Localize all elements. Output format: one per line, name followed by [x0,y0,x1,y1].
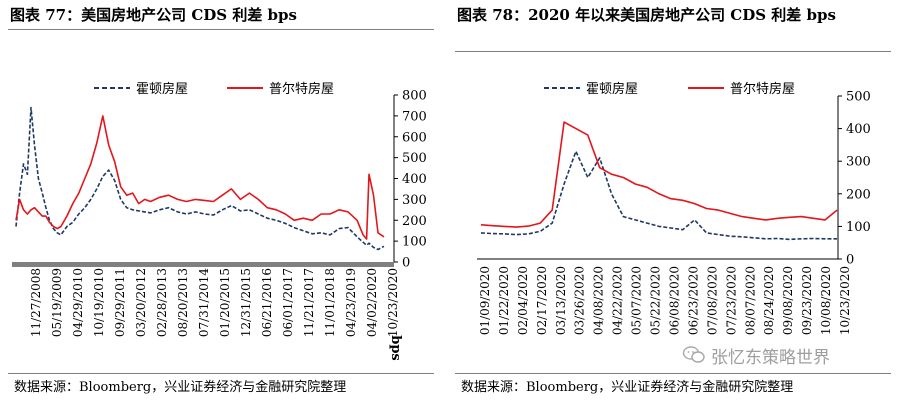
x-tick-label: 06/01/2017 [281,268,295,337]
right-source-rule [455,373,891,374]
legend-label-1: 霍顿房屋 [136,81,188,97]
left-source-rule [8,373,434,374]
y-tick-label: 200 [846,187,871,202]
right-figure-title: 图表 78：2020 年以来美国房地产公司 CDS 利差 bps [457,6,836,24]
y-tick-label: 100 [846,220,871,235]
series-line-1 [480,150,837,241]
x-tick-label: 07/23/2020 [724,266,738,335]
x-tick-label: 04/02/2020 [365,268,379,337]
x-tick-label: 04/29/2010 [71,268,85,337]
left-figure-title: 图表 77：美国房地产公司 CDS 利差 bps [10,6,297,24]
x-tick-label: 09/29/2011 [113,268,127,337]
left-cds-chart: 0 100 200 300 400 500 600 700 800 11/27/2008 05/19… [12,81,427,361]
x-tick-label: 06/23/2020 [686,266,700,335]
x-tick-label: 04/23/2019 [344,268,358,337]
x-tick-label: 06/21/2016 [260,268,274,337]
x-tick-label: 07/08/2020 [705,266,719,335]
legend-label-2: 普尔特房屋 [269,81,334,97]
right-cds-chart: 0 100 200 300 400 500 01/09/2020 01/22/2020 02/0… [477,81,871,335]
x-tick-label: 10/23/2020 [386,268,400,337]
y-axis-label: bps [388,335,403,361]
legend-label-2: 普尔特房屋 [730,81,795,97]
x-tick-label: 11/01/2018 [323,268,337,337]
x-axis-bar [12,262,394,267]
x-tick-label: 02/28/2013 [155,268,169,337]
x-tick-label: 12/31/2015 [239,268,253,337]
x-tick-label: 03/26/2020 [573,266,587,335]
x-tick-label: 11/21/2017 [302,268,316,337]
y-tick-label: 300 [846,155,871,170]
y-tick-label: 400 [846,122,871,137]
y-tick-label: 700 [402,109,427,124]
series-line-2 [480,121,838,228]
y-tick-label: 100 [402,235,427,250]
x-tick-label: 01/22/2020 [497,266,511,335]
x-tick-label: 11/27/2008 [29,268,43,337]
x-tick-label: 08/24/2020 [762,266,776,335]
x-tick-label: 02/04/2020 [516,266,530,335]
watermark-text: 张忆东策略世界 [711,347,830,368]
x-tick-label: 01/20/2015 [218,268,232,337]
right-title-rule [455,51,891,52]
x-tick-label: 09/08/2020 [781,266,795,335]
x-tick-label: 03/20/2012 [134,268,148,337]
left-figure-panel: 图表 77：美国房地产公司 CDS 利差 bps 0 100 200 300 400 50… [0,0,440,400]
x-tick-label: 04/08/2020 [592,266,606,335]
y-tick-label: 300 [402,193,427,208]
x-tick-label: 08/20/2013 [176,268,190,337]
x-tick-label: 10/19/2010 [92,268,106,337]
left-title-rule [8,29,434,30]
x-tick-label: 10/08/2020 [819,266,833,335]
right-figure-panel: 图表 78：2020 年以来美国房地产公司 CDS 利差 bps 0 100 200… [447,0,897,400]
x-tick-label: 09/23/2020 [800,266,814,335]
x-tick-label: 10/23/2020 [838,266,852,335]
x-tick-label: 04/22/2020 [611,266,625,335]
y-tick-label: 500 [402,151,427,166]
x-tick-label: 05/22/2020 [649,266,663,335]
x-tick-label: 05/07/2020 [630,266,644,335]
x-tick-label: 06/08/2020 [667,266,681,335]
x-tick-label: 05/19/2009 [50,268,64,337]
legend-label-1: 霍顿房屋 [586,81,638,97]
y-tick-label: 0 [402,256,410,271]
x-tick-label: 08/07/2020 [743,266,757,335]
watermark: 张忆东策略世界 [682,344,830,368]
y-tick-label: 0 [846,253,854,268]
y-tick-label: 800 [402,89,427,104]
left-source-note: 数据来源：Bloomberg，兴业证券经济与金融研究院整理 [14,380,347,395]
x-tick-label: 02/17/2020 [535,266,549,335]
x-tick-label: 03/13/2020 [554,266,568,335]
y-tick-label: 400 [402,172,427,187]
wechat-icon [682,346,705,363]
y-tick-label: 600 [402,130,427,145]
series-line-1 [15,106,385,251]
x-tick-label: 01/09/2020 [478,266,492,335]
series-line-2 [15,115,385,240]
x-tick-label: 07/31/2014 [197,268,211,338]
y-tick-label: 200 [402,214,427,229]
right-source-note: 数据来源：Bloomberg，兴业证券经济与金融研究院整理 [461,380,794,395]
y-tick-label: 500 [846,90,871,105]
